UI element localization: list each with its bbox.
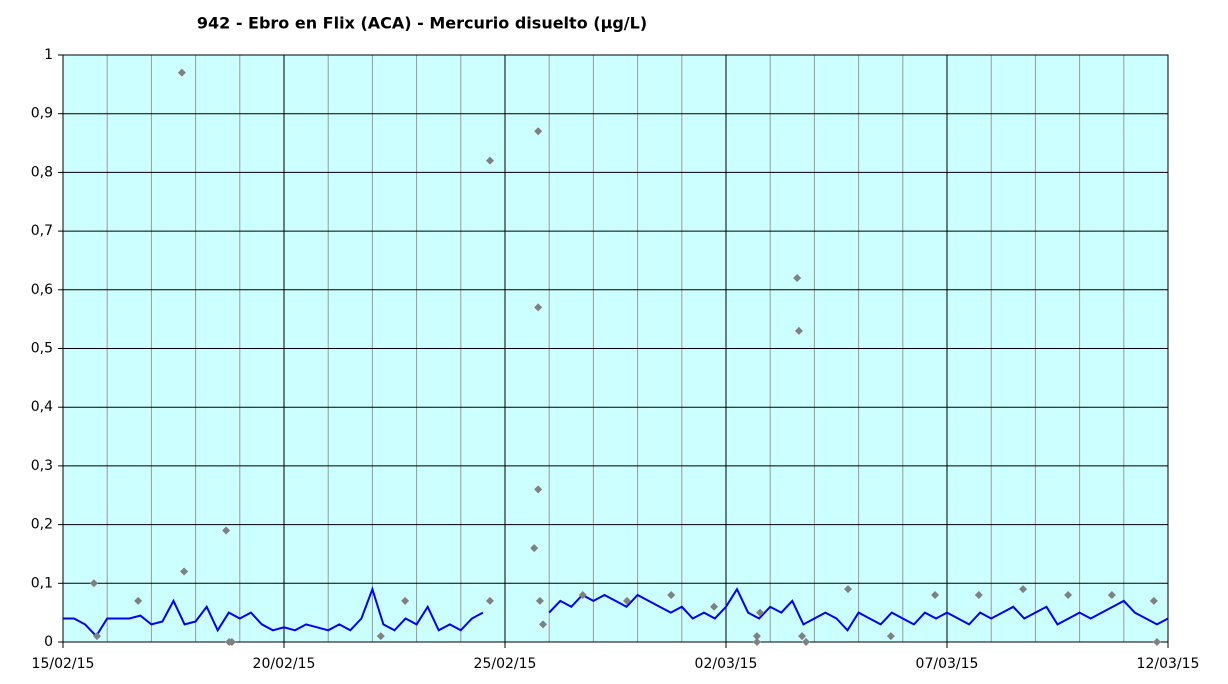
data-point	[1152, 638, 1161, 646]
y-tick-label: 0,9	[31, 106, 53, 122]
data-point	[485, 156, 494, 165]
data-point	[534, 485, 543, 494]
y-tick-label: 0,6	[31, 282, 53, 298]
data-point	[222, 526, 231, 535]
data-line	[63, 586, 1169, 638]
data-point	[530, 544, 539, 553]
y-tick-label: 0,4	[31, 399, 53, 415]
data-point	[793, 274, 802, 283]
chart-title: 942 - Ebro en Flix (ACA) - Mercurio disu…	[197, 14, 647, 33]
data-point	[89, 579, 98, 588]
data-point	[401, 596, 410, 605]
data-point	[485, 596, 494, 605]
y-tick-label: 0,1	[31, 575, 53, 591]
data-point	[578, 591, 587, 600]
data-point	[534, 303, 543, 312]
data-point	[802, 638, 811, 646]
data-point	[622, 596, 631, 605]
data-point	[710, 602, 719, 611]
x-tick-label: 15/02/15	[32, 656, 95, 672]
data-point	[667, 591, 676, 600]
data-point	[756, 608, 765, 617]
x-tick-label: 02/03/15	[695, 656, 758, 672]
x-tick-label: 25/02/15	[474, 656, 537, 672]
data-point	[974, 591, 983, 600]
y-tick-label: 0,2	[31, 517, 53, 533]
y-tick-label: 0,7	[31, 223, 53, 239]
data-point	[376, 632, 385, 641]
y-tick-label: 0,3	[31, 458, 53, 474]
data-point	[535, 596, 544, 605]
data-point	[1019, 585, 1028, 594]
data-point	[752, 632, 761, 641]
x-tick-label: 12/03/15	[1137, 656, 1200, 672]
data-point	[931, 591, 940, 600]
data-point	[752, 638, 761, 646]
data-point	[1064, 591, 1073, 600]
data-point	[180, 567, 189, 576]
data-point	[534, 127, 543, 136]
y-tick-label: 1	[44, 47, 53, 63]
x-tick-label: 07/03/15	[916, 656, 979, 672]
y-tick-label: 0	[44, 634, 53, 650]
data-point	[798, 632, 807, 641]
data-point	[886, 632, 895, 641]
data-point	[1149, 596, 1158, 605]
x-tick-label: 20/02/15	[253, 656, 316, 672]
data-point	[177, 68, 186, 77]
y-tick-label: 0,8	[31, 164, 53, 180]
data-point	[134, 596, 143, 605]
data-point	[843, 585, 852, 594]
data-point	[227, 638, 236, 646]
data-point	[1107, 591, 1116, 600]
data-point	[794, 326, 803, 335]
data-point	[93, 632, 102, 641]
y-tick-label: 0,5	[31, 341, 53, 357]
data-point	[539, 620, 548, 629]
